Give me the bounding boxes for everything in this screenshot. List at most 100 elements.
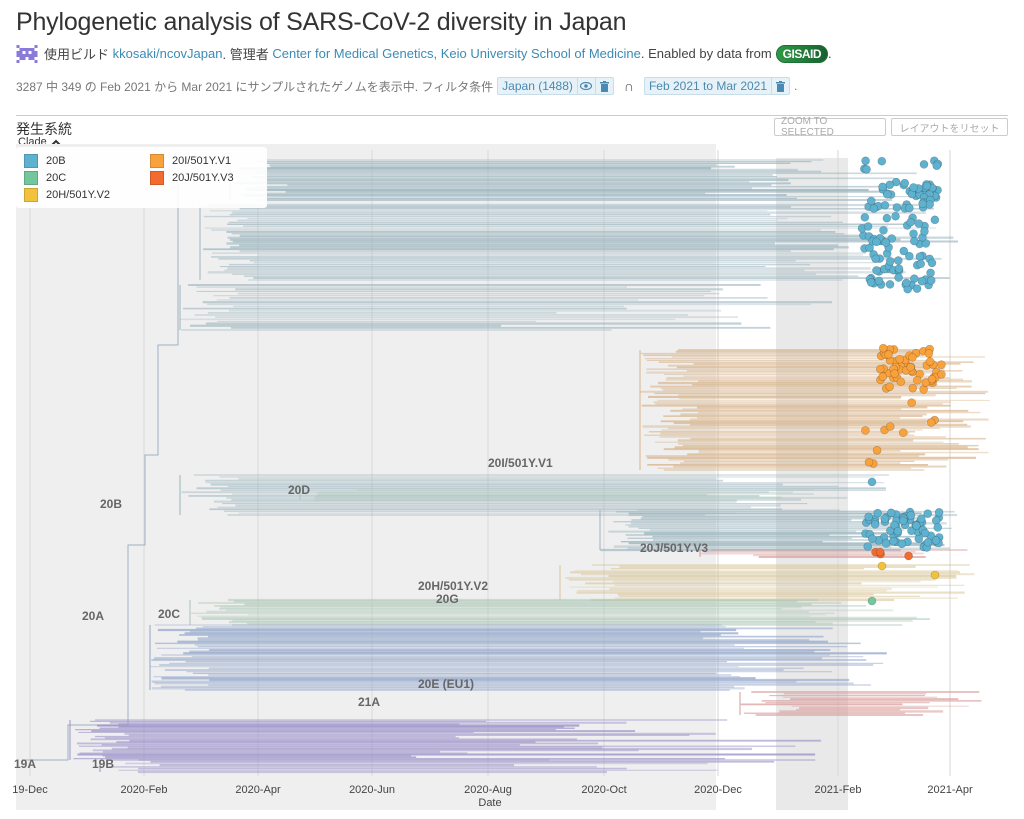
tip[interactable]: [906, 511, 916, 520]
trash-icon[interactable]: [771, 78, 789, 94]
tip[interactable]: [894, 273, 903, 282]
tip[interactable]: [932, 161, 942, 171]
tip[interactable]: [863, 542, 873, 551]
tip[interactable]: [905, 251, 914, 261]
tip[interactable]: [883, 190, 892, 199]
tip[interactable]: [868, 534, 877, 544]
tip[interactable]: [925, 357, 935, 366]
tip[interactable]: [916, 514, 926, 524]
tip[interactable]: [926, 418, 936, 427]
tip[interactable]: [922, 181, 932, 191]
tip[interactable]: [930, 215, 940, 225]
tip[interactable]: [880, 200, 890, 210]
tip[interactable]: [927, 258, 937, 268]
trash-icon[interactable]: [594, 78, 613, 94]
tip[interactable]: [878, 343, 888, 353]
tip[interactable]: [891, 211, 900, 221]
legend-item-20i-501y-v1[interactable]: 20I/501Y.V1: [150, 154, 231, 168]
gisaid-logo[interactable]: GISAID: [775, 44, 828, 63]
tip[interactable]: [908, 383, 918, 393]
tip[interactable]: [904, 551, 913, 561]
tip[interactable]: [885, 422, 895, 431]
legend-item-20b[interactable]: 20B: [24, 154, 66, 168]
tip[interactable]: [886, 508, 896, 518]
tip[interactable]: [921, 378, 931, 387]
tip[interactable]: [881, 238, 891, 247]
tip[interactable]: [907, 398, 916, 407]
tip[interactable]: [864, 512, 873, 522]
tip[interactable]: [882, 213, 892, 223]
tip[interactable]: [877, 156, 887, 166]
tip[interactable]: [876, 364, 885, 374]
tip[interactable]: [919, 160, 929, 169]
tip[interactable]: [915, 252, 925, 262]
tip[interactable]: [905, 203, 914, 213]
tip[interactable]: [931, 536, 941, 545]
tip[interactable]: [920, 528, 930, 538]
tip[interactable]: [872, 237, 881, 247]
tip[interactable]: [909, 229, 918, 239]
tip[interactable]: [921, 239, 931, 248]
tip[interactable]: [860, 213, 870, 222]
tip[interactable]: [923, 537, 933, 547]
tip[interactable]: [907, 526, 916, 536]
tip[interactable]: [912, 521, 921, 530]
build-link[interactable]: kkosaki/ncovJapan: [112, 46, 223, 61]
tip[interactable]: [880, 514, 890, 524]
tip[interactable]: [896, 377, 906, 387]
tip[interactable]: [909, 236, 919, 246]
tip[interactable]: [885, 382, 894, 392]
tip[interactable]: [894, 256, 903, 265]
tip[interactable]: [873, 508, 882, 518]
tip[interactable]: [906, 217, 915, 227]
tip[interactable]: [889, 536, 898, 546]
tip[interactable]: [916, 259, 926, 269]
tip[interactable]: [885, 180, 895, 190]
tip[interactable]: [914, 219, 924, 228]
tip[interactable]: [912, 284, 922, 293]
tip[interactable]: [872, 266, 881, 275]
tip[interactable]: [934, 508, 944, 517]
tip[interactable]: [862, 165, 871, 174]
legend-item-20j-501y-v3[interactable]: 20J/501Y.V3: [150, 171, 234, 185]
tip[interactable]: [894, 264, 904, 273]
tip[interactable]: [937, 360, 946, 369]
legend-item-20h-501y-v2[interactable]: 20H/501Y.V2: [24, 188, 110, 202]
tip[interactable]: [887, 234, 897, 243]
tip[interactable]: [864, 457, 874, 467]
tip[interactable]: [878, 372, 888, 382]
tip[interactable]: [906, 362, 915, 372]
tip[interactable]: [881, 539, 891, 548]
tip[interactable]: [893, 526, 903, 536]
tip[interactable]: [861, 156, 870, 166]
tip[interactable]: [869, 204, 879, 213]
tip[interactable]: [871, 254, 880, 264]
filter-badge-date[interactable]: Feb 2021 to Mar 2021: [643, 77, 791, 95]
eye-icon[interactable]: [576, 78, 595, 94]
tip[interactable]: [918, 199, 927, 209]
tip[interactable]: [931, 516, 941, 525]
tip[interactable]: [866, 196, 876, 206]
tip[interactable]: [926, 268, 935, 278]
tip[interactable]: [937, 370, 946, 379]
tip[interactable]: [898, 516, 908, 525]
tip[interactable]: [914, 534, 924, 544]
tip[interactable]: [866, 278, 876, 287]
tip[interactable]: [885, 280, 895, 289]
tip[interactable]: [924, 349, 934, 358]
tip[interactable]: [920, 227, 929, 236]
tip[interactable]: [927, 374, 937, 384]
tip[interactable]: [899, 246, 909, 256]
tip[interactable]: [908, 353, 917, 362]
tip[interactable]: [884, 350, 893, 359]
tip[interactable]: [863, 222, 873, 231]
tip[interactable]: [874, 276, 884, 286]
tip[interactable]: [872, 445, 882, 455]
tip[interactable]: [885, 257, 895, 266]
tip[interactable]: [897, 539, 907, 549]
tip[interactable]: [900, 178, 910, 188]
tip[interactable]: [917, 276, 927, 286]
tip[interactable]: [926, 276, 936, 285]
tip[interactable]: [909, 183, 918, 192]
